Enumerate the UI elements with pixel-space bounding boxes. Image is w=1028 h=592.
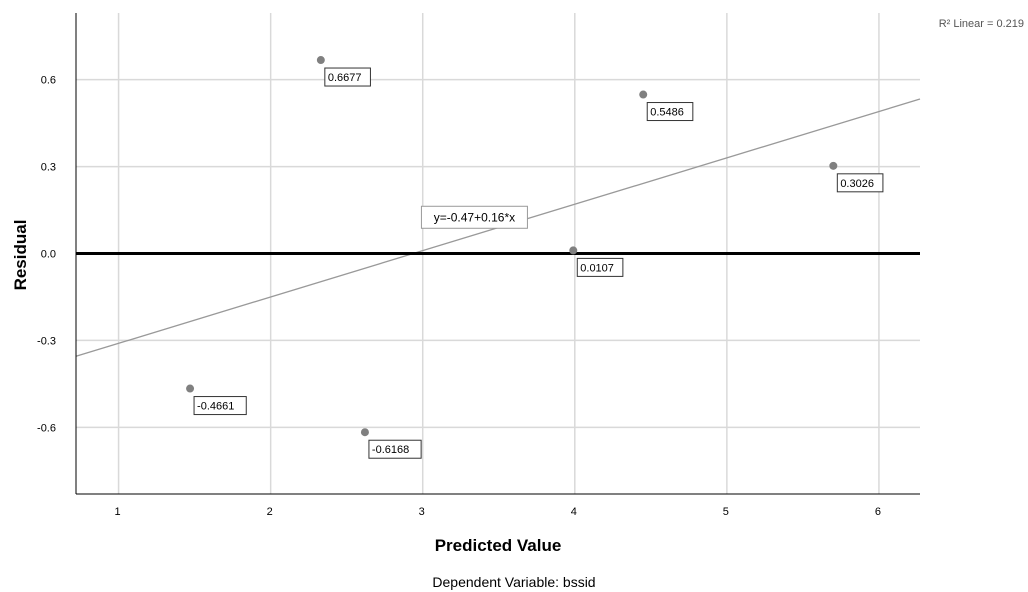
data-point <box>360 428 369 437</box>
data-label: 0.3026 <box>840 178 874 190</box>
equation-label: y=-0.47+0.16*x <box>434 210 515 224</box>
data-label: -0.6168 <box>372 444 409 456</box>
x-tick-label: 3 <box>419 506 425 518</box>
x-tick-label: 5 <box>723 506 729 518</box>
equation-box: y=-0.47+0.16*x <box>420 205 528 229</box>
equation-box-frame <box>420 205 528 229</box>
y-axis-title: Residual <box>11 220 30 291</box>
data-label-box <box>324 67 371 87</box>
data-label-box <box>193 396 247 416</box>
data-labels: -0.4661 0.6677 -0.6168 0.0107 0.5486 0.3026 <box>193 67 884 459</box>
y-tick-label: -0.3 <box>37 335 56 347</box>
footnote: Dependent Variable: bssid <box>432 574 595 590</box>
y-tick-label: 0.6 <box>41 75 56 87</box>
y-tick-label: -0.6 <box>37 422 56 434</box>
y-tick-label: 0.3 <box>41 162 56 174</box>
data-point <box>316 56 325 65</box>
r2-label: R² Linear = 0.219 <box>939 18 1024 30</box>
data-label-box <box>576 257 624 277</box>
y-tick-label: 0.0 <box>41 249 56 261</box>
data-label: -0.4661 <box>197 401 234 413</box>
data-points <box>186 56 838 437</box>
data-label: 0.6677 <box>328 72 362 84</box>
x-axis-title: Predicted Value <box>435 536 562 555</box>
axes <box>75 13 920 495</box>
data-point <box>186 384 195 393</box>
data-point <box>829 161 838 170</box>
data-label: 0.0107 <box>580 262 614 274</box>
x-tick-labels: 1 2 3 4 5 6 <box>115 506 881 518</box>
data-label: 0.5486 <box>650 107 684 119</box>
x-tick-label: 2 <box>267 506 273 518</box>
x-tick-label: 4 <box>571 506 577 518</box>
data-point <box>639 90 648 99</box>
y-tick-labels: -0.6 -0.3 0.0 0.3 0.6 <box>37 75 56 435</box>
data-label-box <box>646 102 694 122</box>
data-point <box>569 246 578 255</box>
x-tick-label: 1 <box>115 506 121 518</box>
x-tick-label: 6 <box>875 506 881 518</box>
data-label-box <box>368 439 422 459</box>
data-label-box <box>836 173 884 193</box>
